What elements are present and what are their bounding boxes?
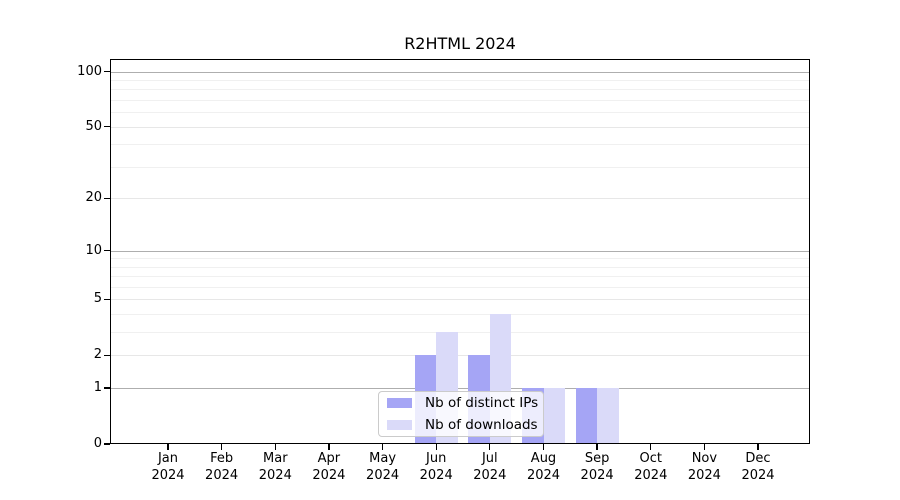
legend-item-label: Nb of distinct IPs [425,395,539,411]
gridline-minor [110,314,810,316]
x-axis-tick [757,444,759,450]
legend-item-label: Nb of downloads [425,417,538,433]
y-axis-tick [104,70,110,73]
x-axis-tick-label: Jun 2024 [419,451,453,483]
gridline-minor [110,80,810,81]
y-axis-tick-label: 100 [77,63,102,79]
y-axis-tick [104,197,110,199]
x-axis-tick [381,444,384,450]
x-axis-tick [596,444,598,450]
x-axis-tick [435,444,437,450]
y-axis-tick [104,298,110,301]
x-axis-tick-label: Apr 2024 [312,451,346,483]
gridline-minor [110,144,810,146]
plot-area [110,59,810,444]
legend-swatch-distinct-ips-icon [387,398,412,408]
y-axis-tick-label: 5 [93,291,102,307]
x-axis-tick [328,444,330,450]
x-axis-tick [489,444,491,450]
x-axis-tick [703,444,706,450]
y-axis-tick [104,443,110,445]
y-axis-tick [104,249,110,252]
gridline-mid [110,299,810,301]
gridline-minor [110,89,810,91]
gridline-mid [110,355,810,357]
y-axis-tick-label: 2 [93,347,102,363]
gridline-major [110,71,810,73]
gridline-mid [110,126,810,128]
y-axis-tick-label: 1 [93,380,102,396]
gridline-minor [110,258,810,260]
gridline-minor [110,332,810,334]
bar-nb-of-distinct-ips [575,388,598,444]
gridline-minor [110,287,810,288]
bars-layer [110,59,810,444]
x-axis-tick-label: Feb 2024 [205,451,239,483]
x-axis-tick [274,444,276,450]
x-axis-tick-label: Sep 2024 [580,451,614,483]
gridline-minor [110,276,810,278]
x-axis-tick-label: Jul 2024 [473,451,507,483]
gridlines-layer [110,59,810,444]
x-axis-tick-label: Jan 2024 [151,451,185,483]
gridline-mid [110,198,810,200]
x-axis-tick-label: Dec 2024 [741,451,775,483]
y-axis-tick [104,126,110,128]
gridline-minor [110,100,810,101]
x-axis-tick-label: Oct 2024 [634,451,668,483]
chart-title: R2HTML 2024 [404,34,516,53]
x-axis-tick [220,444,223,450]
x-axis-tick [650,444,652,450]
gridline-minor [110,112,810,114]
legend: Nb of distinct IPs Nb of downloads [378,391,544,437]
gridline-minor [110,166,810,168]
bar-nb-of-downloads [543,388,565,444]
x-axis-tick-label: Aug 2024 [526,451,561,483]
y-axis-tick-label: 0 [93,436,102,451]
gridline-major [110,250,810,252]
gridline-minor [110,266,810,268]
gridline-major [110,388,810,390]
bar-nb-of-downloads [597,388,619,444]
x-axis-tick [542,444,545,450]
y-axis-tick [104,387,110,389]
y-axis-tick-label: 10 [85,242,102,258]
x-axis-tick-label: Nov 2024 [687,451,721,483]
x-axis-tick-label: Mar 2024 [258,451,292,483]
y-axis-tick [104,354,110,356]
legend-item: Nb of distinct IPs [387,395,543,411]
y-axis-tick-label: 20 [85,190,102,206]
legend-swatch-downloads-icon [387,420,412,430]
y-axis-tick-label: 50 [85,118,102,134]
x-axis-tick [167,444,169,450]
x-axis-tick-label: May 2024 [366,451,400,483]
legend-item: Nb of downloads [387,417,543,433]
